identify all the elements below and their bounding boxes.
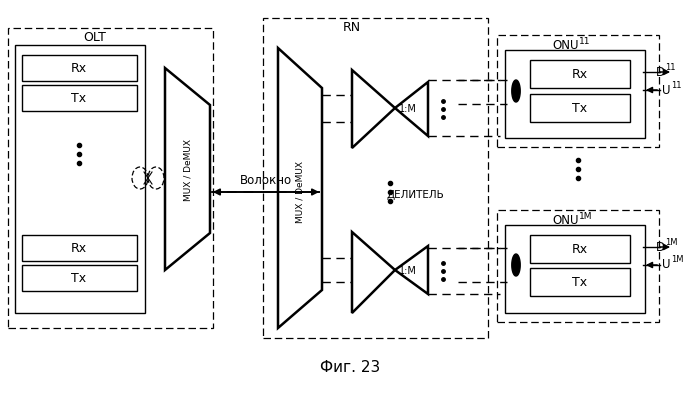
Text: D: D <box>656 240 665 253</box>
Text: Tx: Tx <box>573 275 587 288</box>
Text: Rx: Rx <box>71 242 87 255</box>
Bar <box>530 94 630 122</box>
Text: U: U <box>662 258 671 271</box>
Text: Rx: Rx <box>71 61 87 74</box>
Text: 1M: 1M <box>579 212 592 221</box>
Text: 11: 11 <box>665 63 676 71</box>
Text: ONU: ONU <box>552 39 578 52</box>
Text: Rx: Rx <box>572 67 588 80</box>
Polygon shape <box>512 254 520 276</box>
Text: OLT: OLT <box>83 30 106 43</box>
Polygon shape <box>278 48 322 328</box>
Text: Rx: Rx <box>572 242 588 255</box>
Text: 1M: 1M <box>665 238 678 247</box>
Text: Tx: Tx <box>71 91 87 104</box>
Text: 1M: 1M <box>671 255 683 264</box>
Polygon shape <box>352 70 395 148</box>
Text: MUX / DeMUX: MUX / DeMUX <box>183 139 192 201</box>
Bar <box>497 35 659 147</box>
Bar <box>530 60 630 88</box>
Text: Tx: Tx <box>71 271 87 284</box>
Polygon shape <box>395 82 428 136</box>
Text: 11: 11 <box>671 80 682 89</box>
Bar <box>530 235 630 263</box>
Text: D: D <box>656 65 665 78</box>
Text: 11: 11 <box>579 37 591 45</box>
Bar <box>263 18 488 338</box>
Polygon shape <box>165 68 210 270</box>
Text: Волокно: Волокно <box>240 173 292 186</box>
Text: 1:M: 1:M <box>399 104 417 114</box>
Bar <box>15 45 145 313</box>
Bar <box>530 268 630 296</box>
Text: ДЕЛИТЕЛЬ: ДЕЛИТЕЛЬ <box>386 190 444 200</box>
Bar <box>22 55 137 81</box>
Polygon shape <box>352 232 395 313</box>
Text: U: U <box>662 84 671 97</box>
Text: MUX / DeMUX: MUX / DeMUX <box>295 161 304 223</box>
Bar <box>497 210 659 322</box>
Text: 1:M: 1:M <box>399 266 417 276</box>
Bar <box>22 85 137 111</box>
Bar <box>8 28 213 328</box>
Bar <box>22 265 137 291</box>
Bar <box>22 235 137 261</box>
Bar <box>505 50 645 138</box>
Text: Фиг. 23: Фиг. 23 <box>320 361 380 375</box>
Bar <box>505 225 645 313</box>
Text: ONU: ONU <box>552 214 578 227</box>
Text: RN: RN <box>343 20 361 33</box>
Text: Tx: Tx <box>573 102 587 115</box>
Polygon shape <box>395 246 428 294</box>
Polygon shape <box>512 80 520 102</box>
